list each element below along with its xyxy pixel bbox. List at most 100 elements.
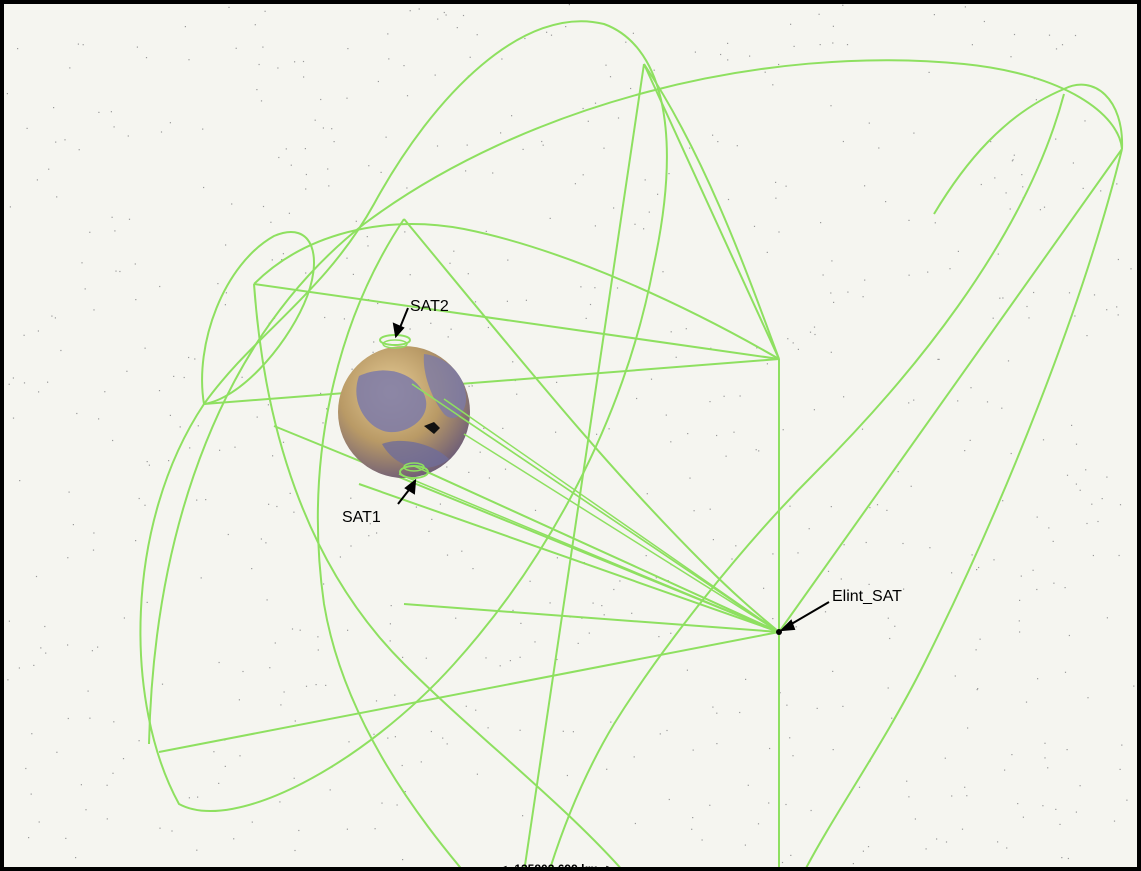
star <box>645 555 647 557</box>
star <box>260 538 262 540</box>
star <box>293 777 295 779</box>
star <box>1106 617 1108 619</box>
star <box>723 395 725 397</box>
star <box>769 747 771 750</box>
star <box>260 100 263 102</box>
star <box>122 758 125 760</box>
star <box>686 669 688 671</box>
star <box>72 524 74 526</box>
star <box>376 532 378 534</box>
star <box>902 542 904 545</box>
star <box>285 148 287 150</box>
star <box>925 848 927 850</box>
star <box>126 370 128 372</box>
3d-scene[interactable]: SAT2 SAT1 Elint_SAT <box>4 4 1141 871</box>
star <box>231 203 233 205</box>
star <box>831 260 833 262</box>
star <box>12 417 15 419</box>
star <box>789 505 791 507</box>
star <box>763 587 765 589</box>
star <box>425 657 427 659</box>
star <box>1010 452 1012 455</box>
star <box>522 148 524 150</box>
earth-globe[interactable] <box>338 346 470 478</box>
star <box>619 580 621 582</box>
star <box>84 288 86 290</box>
star <box>373 341 375 343</box>
star <box>169 414 171 416</box>
star <box>1061 857 1063 859</box>
star <box>145 57 148 59</box>
star <box>1085 469 1087 471</box>
star <box>772 618 774 620</box>
star <box>23 334 25 336</box>
star <box>572 731 574 733</box>
star <box>1119 768 1121 770</box>
star <box>343 318 345 320</box>
star <box>112 772 114 774</box>
star <box>439 503 441 505</box>
star <box>394 736 396 738</box>
star <box>69 67 71 69</box>
star <box>644 179 646 181</box>
star <box>377 302 379 305</box>
star <box>65 837 67 839</box>
star <box>282 253 284 255</box>
star <box>168 460 170 462</box>
star <box>1117 258 1119 261</box>
star <box>135 540 137 542</box>
star <box>549 217 551 219</box>
star <box>949 268 951 270</box>
star <box>648 211 650 213</box>
star <box>1013 33 1016 36</box>
star <box>976 569 978 571</box>
star <box>1055 808 1057 810</box>
star <box>18 667 20 669</box>
star <box>1119 504 1122 506</box>
star <box>1091 503 1093 505</box>
star <box>331 128 333 130</box>
star <box>501 58 503 60</box>
star <box>778 63 780 66</box>
star <box>1066 749 1068 751</box>
star <box>437 18 439 20</box>
star <box>549 602 551 604</box>
star <box>733 431 735 433</box>
sat2-marker[interactable] <box>379 334 411 349</box>
star <box>717 141 719 143</box>
star <box>500 132 502 134</box>
star <box>1011 160 1013 162</box>
star <box>887 617 889 619</box>
star <box>709 401 711 403</box>
star <box>1018 620 1020 622</box>
star <box>832 749 834 751</box>
star <box>670 632 672 634</box>
star <box>633 756 635 758</box>
star <box>406 187 408 189</box>
star <box>908 796 910 798</box>
star <box>479 451 481 453</box>
star <box>846 44 849 46</box>
star <box>1011 754 1013 756</box>
star <box>864 279 866 281</box>
star <box>582 174 584 176</box>
sat1-marker[interactable] <box>399 462 429 479</box>
star <box>144 347 146 349</box>
star <box>197 796 199 798</box>
star <box>188 59 190 61</box>
star <box>476 773 478 775</box>
star <box>1059 823 1061 825</box>
star <box>1036 588 1038 591</box>
star <box>55 141 57 143</box>
star <box>687 433 689 435</box>
star <box>808 528 810 530</box>
star <box>317 649 319 651</box>
star <box>529 580 531 582</box>
star <box>256 416 258 418</box>
star <box>227 533 229 536</box>
star <box>93 532 95 534</box>
star <box>26 127 28 129</box>
star <box>173 375 175 377</box>
star <box>756 347 758 349</box>
